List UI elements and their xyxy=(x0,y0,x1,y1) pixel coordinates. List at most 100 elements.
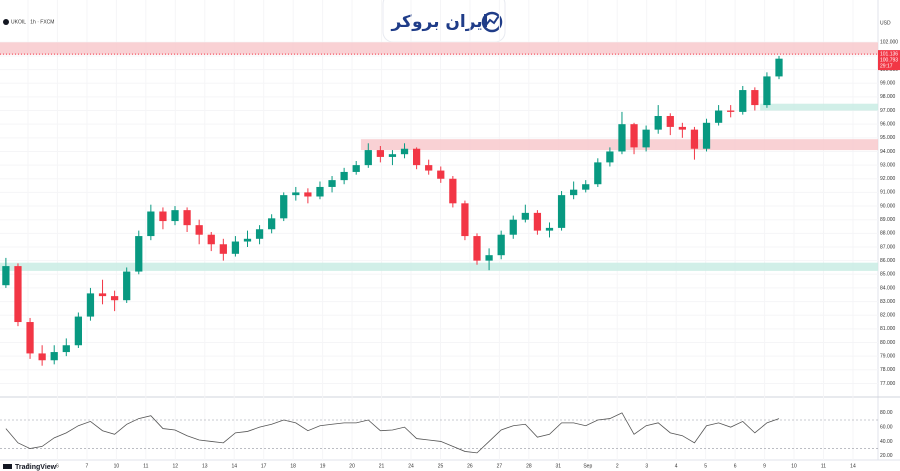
candle-body xyxy=(388,154,397,157)
candle-body xyxy=(255,229,264,239)
y-tick-label: 85.000 xyxy=(880,272,896,278)
candle-body xyxy=(437,170,445,179)
x-tick-label: 13 xyxy=(202,463,208,469)
rsi-tick-label: 20.00 xyxy=(880,453,893,459)
candle-body xyxy=(400,148,409,155)
x-tick-label: 5 xyxy=(27,463,30,469)
x-tick-label: 4 xyxy=(675,463,678,469)
y-tick-label: 99.000 xyxy=(880,81,896,87)
x-tick-label: 14 xyxy=(231,463,237,469)
candle-body xyxy=(183,210,191,226)
y-tick-label: 94.000 xyxy=(880,149,896,155)
zone xyxy=(0,262,878,271)
candle-body xyxy=(751,90,759,106)
candle-body xyxy=(557,195,566,228)
x-tick-label: 25 xyxy=(438,463,444,469)
candle-body xyxy=(14,266,22,323)
candle-body xyxy=(364,150,372,166)
x-tick-label: 31 xyxy=(556,463,562,469)
x-tick-label: 21 xyxy=(379,463,385,469)
candle-body xyxy=(292,192,300,196)
candle-body xyxy=(268,218,276,230)
price-label-line: 29:17 xyxy=(880,63,893,69)
candle-body xyxy=(231,241,240,254)
y-tick-label: 79.000 xyxy=(880,353,896,359)
rsi-tick-label: 80.00 xyxy=(880,410,893,416)
candle-body xyxy=(159,211,167,222)
candle-body xyxy=(521,212,529,220)
y-tick-label: 80.000 xyxy=(880,340,896,346)
price-label: 101.136 xyxy=(880,51,898,57)
price-label-line: 100.793 xyxy=(880,57,898,63)
y-tick-label: 96.000 xyxy=(880,122,896,128)
rsi-line xyxy=(5,412,780,454)
rsi-tick-label: 60.00 xyxy=(880,424,893,430)
brand-icon-arrow xyxy=(485,16,499,26)
rsi-tick-label: 40.00 xyxy=(880,439,893,445)
x-tick-label: 3 xyxy=(645,463,648,469)
x-tick-label: 27 xyxy=(497,463,503,469)
y-tick-label: 82.000 xyxy=(880,313,896,319)
y-tick-label: 102.000 xyxy=(880,40,898,46)
tv-logo xyxy=(3,464,12,469)
candle-body xyxy=(340,171,348,181)
candle-body xyxy=(207,234,215,245)
candle-body xyxy=(425,165,433,171)
candle-body xyxy=(582,184,590,190)
zone xyxy=(0,42,878,55)
candle-body xyxy=(763,76,771,106)
candle-body xyxy=(316,186,324,197)
x-tick-label: 10 xyxy=(791,463,797,469)
candle-body xyxy=(461,203,469,237)
x-tick-label: 18 xyxy=(290,463,296,469)
candle-body xyxy=(195,225,203,235)
candle-body xyxy=(594,162,602,185)
platform[interactable]: TradingView xyxy=(15,464,57,471)
candle-body xyxy=(714,110,723,123)
candle-body xyxy=(376,150,384,157)
x-tick-label: 28 xyxy=(526,463,532,469)
x-tick-label: 10 xyxy=(114,463,120,469)
candle-body xyxy=(50,352,58,361)
candle-body xyxy=(473,236,481,261)
candle-body xyxy=(110,296,119,301)
candle-body xyxy=(352,165,360,172)
symbol[interactable]: UKOIL · 1h · FXCM xyxy=(11,19,54,25)
y-tick-label: 95.000 xyxy=(880,135,896,141)
candle-body xyxy=(690,129,699,149)
x-tick-label: 12 xyxy=(173,463,179,469)
x-tick-label: 11 xyxy=(143,463,148,469)
price-label-box xyxy=(878,50,900,71)
y-tick-label: 90.000 xyxy=(880,203,896,209)
candle-body xyxy=(775,58,783,77)
y-tick-label: 97.000 xyxy=(880,108,896,114)
x-tick-label: 24 xyxy=(408,463,414,469)
x-tick-label: Sep xyxy=(583,463,592,469)
candle-body xyxy=(123,271,131,301)
candle-body xyxy=(74,316,82,346)
y-tick-label: 87.000 xyxy=(880,244,896,250)
x-tick-label: 11 xyxy=(821,463,826,469)
brand-icon xyxy=(481,11,503,33)
x-tick-label: 14 xyxy=(850,463,856,469)
candle-body xyxy=(2,266,10,286)
candle-body xyxy=(678,126,686,130)
y-tick-label: 84.000 xyxy=(880,285,896,291)
y-tick-label: 83.000 xyxy=(880,299,896,305)
candle-body xyxy=(642,129,650,148)
y-tick-label: 88.000 xyxy=(880,231,896,237)
candle-body xyxy=(304,192,312,197)
candle-body xyxy=(545,227,554,231)
candle-body xyxy=(533,212,542,231)
x-tick-label: 2 xyxy=(616,463,619,469)
candle-body xyxy=(509,219,517,235)
candle-body xyxy=(26,322,34,354)
symbol-icon xyxy=(3,19,9,25)
candle-body xyxy=(702,122,711,149)
candle-body xyxy=(62,345,70,353)
candle-body xyxy=(654,115,662,130)
candle-body xyxy=(328,180,336,187)
y-tick-label: 86.000 xyxy=(880,258,896,264)
